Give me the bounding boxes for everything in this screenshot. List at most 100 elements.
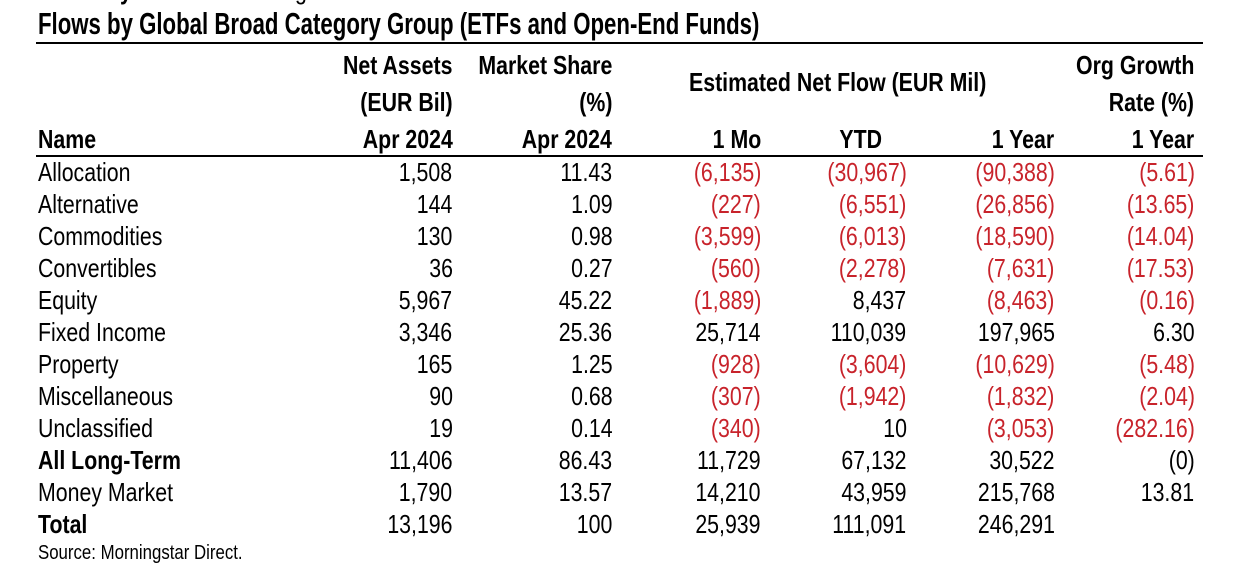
market-share-cell-text: 0.14 <box>570 413 613 443</box>
market-share-cell-text: 1.25 <box>570 349 613 379</box>
one-year-cell-text: (1,832) <box>986 381 1055 411</box>
one-mo-cell-text: (340) <box>711 413 761 443</box>
column-header-net-assets-line2-text: (EUR Bil) <box>360 87 453 117</box>
market-share-cell: 86.43 <box>547 447 612 473</box>
one-mo-cell-text: (227) <box>711 189 761 219</box>
name-cell: Property <box>38 351 136 377</box>
one-mo-cell: 14,210 <box>681 479 761 505</box>
name-cell: Alternative <box>38 191 161 217</box>
market-share-cell-text: 100 <box>576 509 613 539</box>
market-share-cell-text: 0.98 <box>570 221 613 251</box>
org-growth-cell-text: (0) <box>1168 445 1195 475</box>
source-note-text: Source: Morningstar Direct. <box>38 541 243 565</box>
one-mo-cell-text: (928) <box>711 349 761 379</box>
one-mo-cell: (560) <box>700 255 761 281</box>
cropped-descender-glyph-2: g <box>295 0 307 3</box>
market-share-cell: 100 <box>569 509 613 539</box>
name-cell-text: Alternative <box>38 189 139 219</box>
column-header-ytd: YTD <box>830 126 882 152</box>
one-year-cell-text: (90,388) <box>975 157 1055 187</box>
column-header-1year: 1 Year <box>978 126 1054 152</box>
net-assets-cell: 3,346 <box>387 319 452 345</box>
name-cell: Fixed Income <box>38 319 194 345</box>
one-mo-cell: (3,599) <box>679 223 761 249</box>
one-mo-cell: 11,729 <box>683 447 761 473</box>
net-assets-cell-text: 3,346 <box>399 317 453 347</box>
name-cell-text: All Long-Term <box>38 445 181 475</box>
column-header-net-assets-line2: (EUR Bil) <box>340 87 453 117</box>
net-assets-cell: 144 <box>409 189 453 219</box>
column-header-1year-text: 1 Year <box>992 124 1055 155</box>
market-share-cell: 11.43 <box>549 159 613 185</box>
ytd-cell-text: 8,437 <box>853 285 907 315</box>
column-header-market-share-line1-text: Market Share <box>478 49 613 80</box>
name-cell: Allocation <box>38 159 151 185</box>
market-share-cell: 13.57 <box>547 479 612 505</box>
column-header-org-growth-line2: Rate (%) <box>1090 89 1194 115</box>
one-mo-cell-text: 11,729 <box>697 445 761 475</box>
one-year-cell-text: (18,590) <box>975 221 1055 251</box>
org-growth-cell-text: (5.61) <box>1138 157 1195 187</box>
ytd-cell-text: (2,278) <box>838 253 907 283</box>
table-row-total: Total 13,196 100 25,939 111,091 246,291 <box>0 511 1252 537</box>
net-assets-cell: 1,790 <box>387 479 452 505</box>
table-row-allocation: Allocation 1,508 11.43 (6,135) (30,967) (90,3… <box>0 159 1252 185</box>
one-mo-cell: (227) <box>700 191 761 217</box>
name-cell-text: Equity <box>38 285 98 315</box>
one-year-cell-text: 197,965 <box>977 317 1055 347</box>
one-mo-cell-text: 25,714 <box>695 317 761 347</box>
net-assets-cell-text: 144 <box>416 189 453 219</box>
name-cell: Commodities <box>38 223 190 249</box>
one-year-cell-text: (7,631) <box>986 253 1055 283</box>
net-assets-cell-text: 19 <box>428 413 453 443</box>
org-growth-cell: (0) <box>1163 445 1195 475</box>
one-year-cell-text: (10,629) <box>975 349 1055 379</box>
name-cell-text: Miscellaneous <box>38 381 174 411</box>
one-mo-cell-text: (560) <box>711 253 761 283</box>
column-header-market-share-line3-text: Apr 2024 <box>522 124 613 155</box>
org-growth-cell-text: (282.16) <box>1115 413 1195 443</box>
name-cell: Equity <box>38 287 110 313</box>
net-assets-cell: 165 <box>409 351 453 377</box>
column-header-name-text: Name <box>38 124 97 155</box>
market-share-cell: 0.14 <box>562 413 613 443</box>
name-cell-text: Money Market <box>38 477 174 507</box>
ytd-cell: 43,959 <box>827 479 906 505</box>
net-assets-cell: 13,196 <box>373 511 452 537</box>
group-header-estimated-net-flow: Estimated Net Flow (EUR Mil) <box>689 69 1052 95</box>
net-assets-cell-text: 130 <box>416 221 453 251</box>
one-mo-cell: (1,889) <box>679 287 761 313</box>
ytd-cell-text: 10 <box>882 413 907 443</box>
one-year-cell: 246,291 <box>961 509 1055 539</box>
net-assets-cell: 19 <box>424 415 453 441</box>
ytd-cell: 110,039 <box>814 319 906 345</box>
one-mo-cell: (307) <box>700 383 761 409</box>
org-growth-cell: (13.65) <box>1112 191 1195 217</box>
name-cell-text: Commodities <box>38 221 163 251</box>
one-mo-cell-text: (3,599) <box>693 221 761 251</box>
org-growth-cell: (282.16) <box>1098 413 1195 443</box>
one-mo-cell-text: (307) <box>711 381 761 411</box>
org-growth-cell: 6.30 <box>1144 319 1194 345</box>
source-note: Source: Morningstar Direct. <box>38 543 288 564</box>
cropped-descender-fragment-1: y <box>120 0 134 3</box>
net-assets-cell: 36 <box>424 255 453 281</box>
market-share-cell: 0.98 <box>562 221 613 251</box>
column-header-market-share-line2-text: (%) <box>579 87 613 117</box>
ytd-cell: (2,278) <box>824 253 907 283</box>
one-year-cell-text: 246,291 <box>977 509 1055 539</box>
table-row-alternative: Alternative 144 1.09 (227) (6,551) (26,856) (1… <box>0 191 1252 217</box>
table-row-commodities: Commodities 130 0.98 (3,599) (6,013) (18,590)… <box>0 223 1252 249</box>
market-share-cell: 1.09 <box>562 191 612 217</box>
title-rule <box>36 42 1203 44</box>
name-cell: Miscellaneous <box>38 383 203 409</box>
one-year-cell: (1,832) <box>972 381 1055 411</box>
market-share-cell: 0.68 <box>562 383 612 409</box>
ytd-cell-text: (3,604) <box>838 349 907 379</box>
ytd-cell: (1,942) <box>824 383 907 409</box>
market-share-cell-text: 13.57 <box>558 477 613 507</box>
org-growth-cell: (0.16) <box>1127 287 1195 313</box>
org-growth-cell-text: (0.16) <box>1138 285 1195 315</box>
org-growth-cell: (17.53) <box>1112 255 1195 281</box>
ytd-cell: (6,013) <box>824 223 907 249</box>
